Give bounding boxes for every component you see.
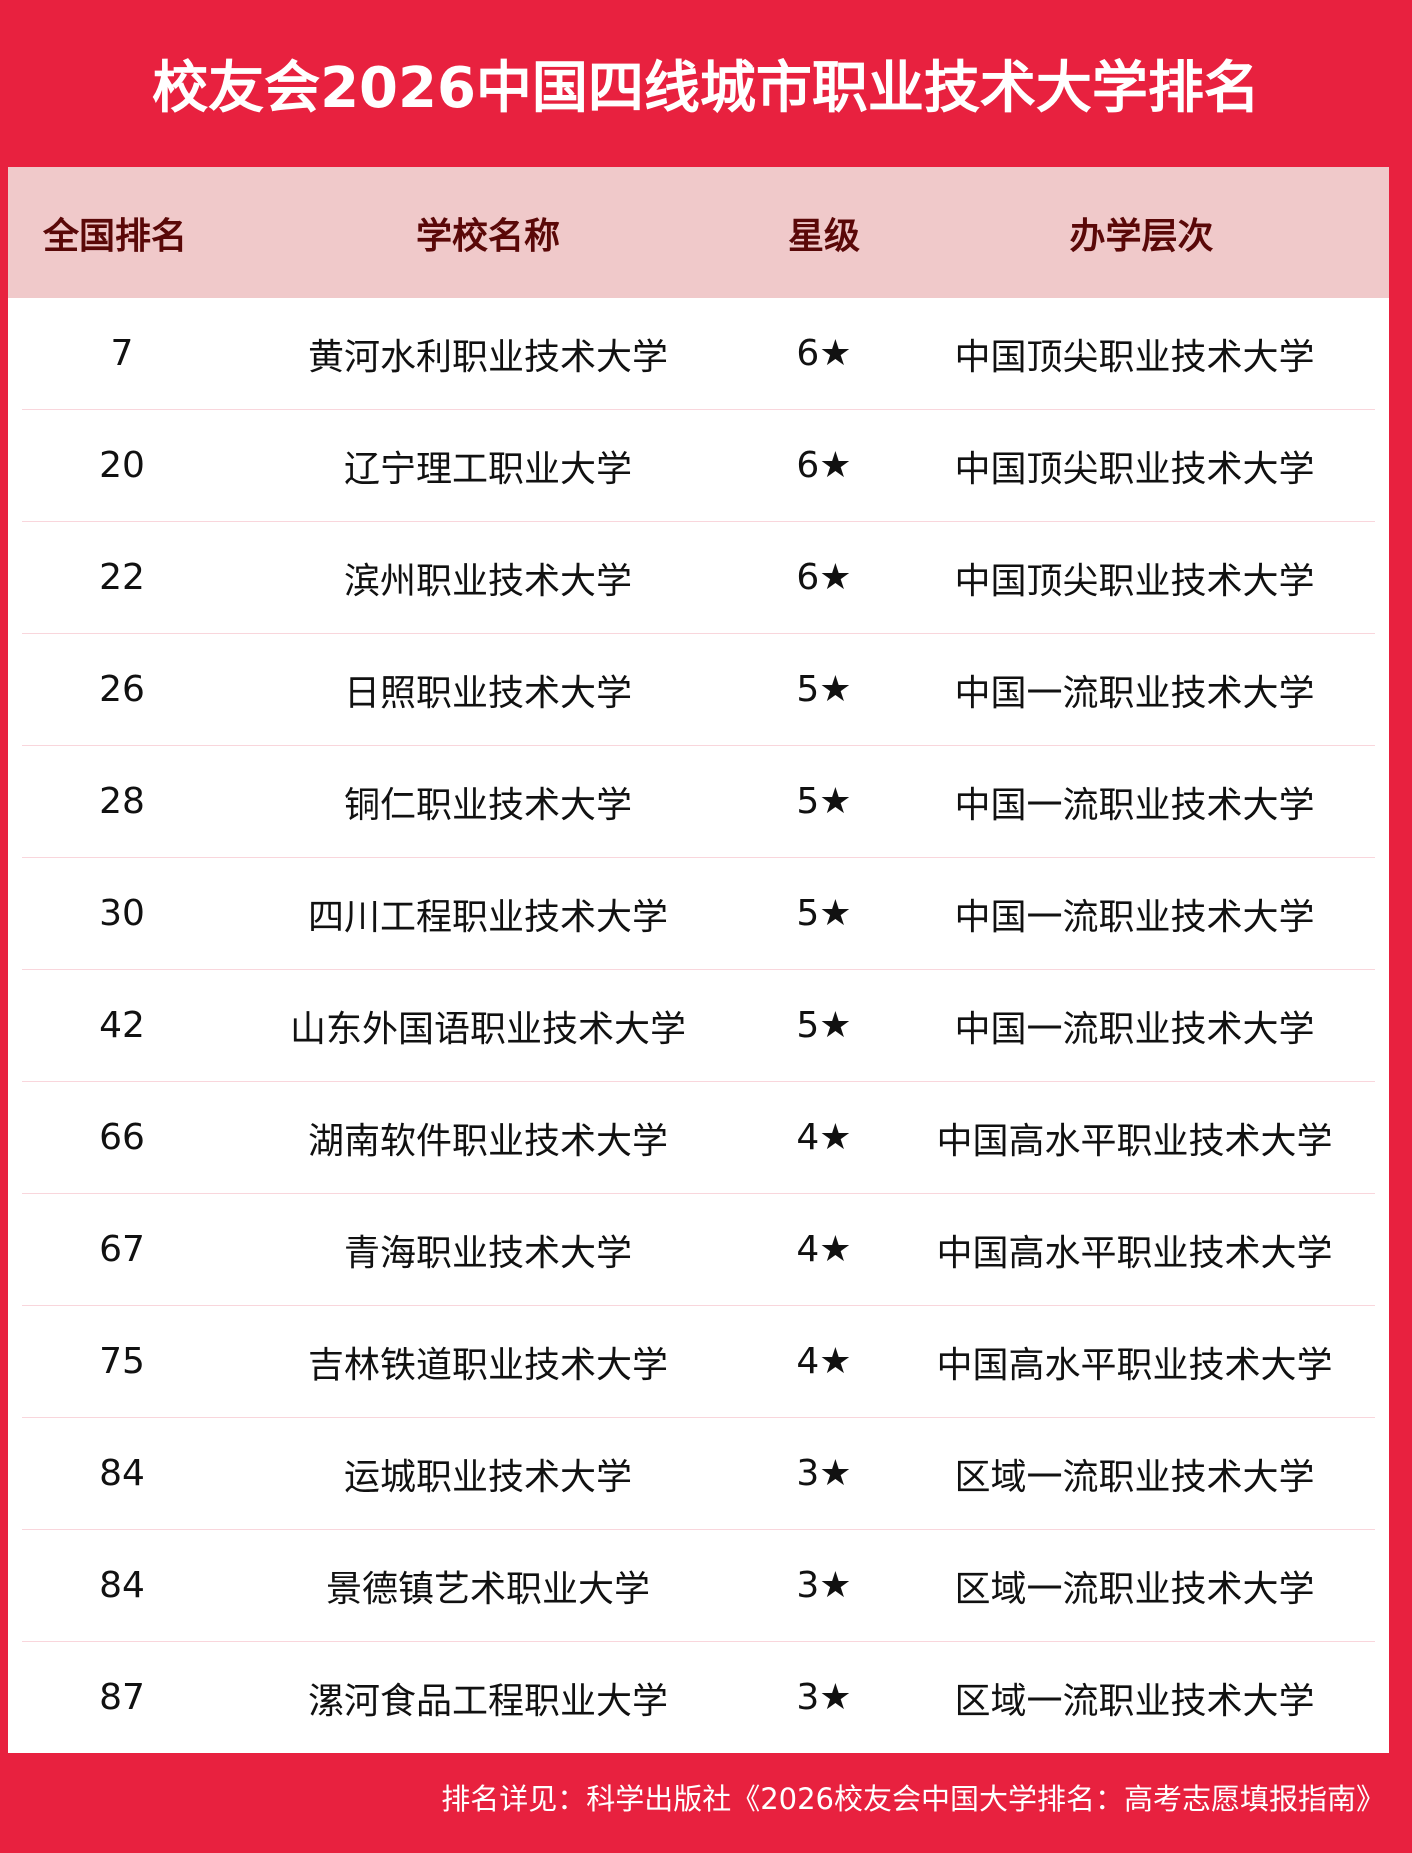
school-name-cell: 青海职业技术大学 [343, 1232, 632, 1274]
table-header: 全国排名 学校名称 星级 办学层次 [8, 167, 1389, 298]
table-row: 75 吉林铁道职业技术大学 4★ 中国高水平职业技术大学 [22, 1306, 1375, 1418]
rank-cell: 22 [99, 557, 145, 598]
level-cell: 中国一流职业技术大学 [954, 784, 1315, 826]
table-row: 87 漯河食品工程职业大学 3★ 区域一流职业技术大学 [22, 1642, 1375, 1753]
star-rating-cell: 4★ [796, 1117, 852, 1158]
level-cell: 中国一流职业技术大学 [954, 896, 1315, 938]
table-row: 7 黄河水利职业技术大学 6★ 中国顶尖职业技术大学 [22, 298, 1375, 410]
school-name-cell: 运城职业技术大学 [343, 1456, 632, 1498]
rank-cell: 20 [99, 445, 145, 486]
rank-cell: 30 [99, 893, 145, 934]
level-cell: 中国高水平职业技术大学 [936, 1344, 1333, 1386]
rank-cell: 42 [99, 1005, 145, 1046]
level-cell: 区域一流职业技术大学 [954, 1680, 1315, 1722]
school-name-cell: 山东外国语职业技术大学 [289, 1008, 686, 1050]
table-row: 30 四川工程职业技术大学 5★ 中国一流职业技术大学 [22, 858, 1375, 970]
level-cell: 中国顶尖职业技术大学 [954, 448, 1315, 490]
table-row: 66 湖南软件职业技术大学 4★ 中国高水平职业技术大学 [22, 1082, 1375, 1194]
star-rating-cell: 3★ [796, 1677, 852, 1718]
star-rating-cell: 5★ [796, 669, 852, 710]
column-header-stars: 星级 [787, 215, 860, 257]
school-name-cell: 黄河水利职业技术大学 [307, 336, 668, 378]
level-cell: 中国高水平职业技术大学 [936, 1232, 1333, 1274]
star-rating-cell: 3★ [796, 1453, 852, 1494]
school-name-cell: 景德镇艺术职业大学 [325, 1568, 650, 1610]
table-row: 84 运城职业技术大学 3★ 区域一流职业技术大学 [22, 1418, 1375, 1530]
column-header-level: 办学层次 [1069, 215, 1214, 257]
table-row: 84 景德镇艺术职业大学 3★ 区域一流职业技术大学 [22, 1530, 1375, 1642]
rank-cell: 26 [99, 669, 145, 710]
school-name-cell: 湖南软件职业技术大学 [307, 1120, 668, 1162]
star-rating-cell: 5★ [796, 893, 852, 934]
table-row: 26 日照职业技术大学 5★ 中国一流职业技术大学 [22, 634, 1375, 746]
school-name-cell: 吉林铁道职业技术大学 [307, 1344, 668, 1386]
table-row: 28 铜仁职业技术大学 5★ 中国一流职业技术大学 [22, 746, 1375, 858]
page-title: 校友会2026中国四线城市职业技术大学排名 [152, 56, 1260, 121]
star-rating-cell: 4★ [796, 1229, 852, 1270]
rank-cell: 75 [99, 1341, 145, 1382]
level-cell: 中国顶尖职业技术大学 [954, 560, 1315, 602]
star-rating-cell: 5★ [796, 1005, 852, 1046]
ranking-table: 全国排名 学校名称 星级 办学层次 7 黄河水利职业技术大学 6★ 中国顶尖职业技术大… [8, 167, 1389, 1753]
school-name-cell: 日照职业技术大学 [343, 672, 632, 714]
column-header-rank: 全国排名 [42, 215, 187, 257]
table-row: 20 辽宁理工职业大学 6★ 中国顶尖职业技术大学 [22, 410, 1375, 522]
rank-cell: 87 [99, 1677, 145, 1718]
star-rating-cell: 6★ [796, 333, 852, 374]
school-name-cell: 四川工程职业技术大学 [307, 896, 668, 938]
rank-cell: 28 [99, 781, 145, 822]
star-rating-cell: 4★ [796, 1341, 852, 1382]
school-name-cell: 漯河食品工程职业大学 [307, 1680, 668, 1722]
table-row: 67 青海职业技术大学 4★ 中国高水平职业技术大学 [22, 1194, 1375, 1306]
table-row: 42 山东外国语职业技术大学 5★ 中国一流职业技术大学 [22, 970, 1375, 1082]
level-cell: 中国高水平职业技术大学 [936, 1120, 1333, 1162]
star-rating-cell: 5★ [796, 781, 852, 822]
table-row: 22 滨州职业技术大学 6★ 中国顶尖职业技术大学 [22, 522, 1375, 634]
level-cell: 区域一流职业技术大学 [954, 1456, 1315, 1498]
rank-cell: 7 [110, 333, 134, 374]
school-name-cell: 铜仁职业技术大学 [343, 784, 632, 826]
school-name-cell: 辽宁理工职业大学 [343, 448, 632, 490]
table-body: 7 黄河水利职业技术大学 6★ 中国顶尖职业技术大学 20 辽宁理工职业大学 6★ 中国顶尖职… [8, 298, 1389, 1753]
column-header-name: 学校名称 [415, 215, 560, 257]
rank-cell: 84 [99, 1565, 145, 1606]
level-cell: 中国顶尖职业技术大学 [954, 336, 1315, 378]
level-cell: 中国一流职业技术大学 [954, 672, 1315, 714]
star-rating-cell: 3★ [796, 1565, 852, 1606]
level-cell: 区域一流职业技术大学 [954, 1568, 1315, 1610]
footer-source-note: 排名详见：科学出版社《2026校友会中国大学排名：高考志愿填报指南》 [441, 1782, 1385, 1816]
level-cell: 中国一流职业技术大学 [954, 1008, 1315, 1050]
rank-cell: 67 [99, 1229, 145, 1270]
star-rating-cell: 6★ [796, 557, 852, 598]
star-rating-cell: 6★ [796, 445, 852, 486]
rank-cell: 84 [99, 1453, 145, 1494]
school-name-cell: 滨州职业技术大学 [343, 560, 632, 602]
rank-cell: 66 [99, 1117, 145, 1158]
